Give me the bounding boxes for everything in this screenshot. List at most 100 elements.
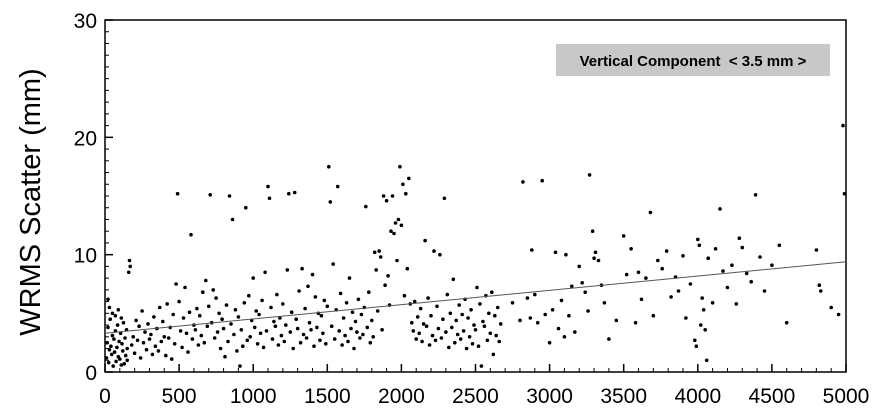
data-point [559,298,564,303]
data-point [564,252,568,257]
data-point [322,298,327,303]
data-point [281,302,285,306]
data-point [356,297,361,302]
data-point [178,329,183,333]
data-point [725,285,730,290]
data-point [202,340,207,345]
data-point [174,282,178,286]
data-point [116,308,121,312]
data-point [258,331,263,336]
data-point [372,250,377,255]
data-point [106,360,111,365]
data-point [740,245,745,250]
data-point [122,362,127,366]
data-point [316,311,321,316]
data-point [420,339,424,344]
data-point [479,364,484,368]
data-point [535,320,540,325]
data-point [251,276,255,280]
data-point [467,335,472,339]
data-point [112,337,116,341]
data-point [295,326,300,331]
data-point [257,312,261,317]
data-point [135,338,140,343]
data-point [266,184,270,189]
data-point [602,301,607,305]
data-point [407,176,411,181]
data-point [398,164,402,169]
data-point [734,302,739,306]
y-axis-title: WRMS Scatter (mm) [15,68,47,335]
data-point [153,344,158,349]
y-tick-label: 0 [85,362,97,385]
x-tick-label: 2000 [378,385,425,408]
data-point [118,357,122,361]
data-point [482,324,487,329]
data-point [427,343,432,347]
data-point [115,345,119,350]
data-point [343,333,347,338]
data-point [123,336,127,340]
data-point [254,309,258,313]
data-point [312,344,316,349]
data-point [292,190,297,195]
data-point [415,315,420,319]
data-point [137,324,141,329]
data-point [230,217,235,222]
data-point [165,302,169,306]
data-point [338,291,343,296]
data-point [291,346,296,351]
data-point [421,322,426,326]
data-point [245,338,250,343]
data-point [104,356,109,360]
data-point [829,305,833,310]
data-point [384,198,389,203]
data-point [105,340,109,345]
data-point [389,229,393,233]
data-point [149,332,153,337]
data-point [365,325,370,330]
data-point [115,323,120,327]
data-point [318,338,322,343]
legend-box: Vertical Component < 3.5 mm > [556,44,830,76]
data-point [470,342,475,346]
data-point [614,318,619,323]
data-point [596,258,601,263]
data-point [442,196,447,201]
x-tick-label: 1000 [230,385,277,408]
x-tick-label: 4500 [749,385,796,408]
data-point [193,328,198,332]
y-tick-label: 20 [74,127,97,150]
data-point [681,254,685,258]
data-point [123,353,128,358]
data-point [359,312,364,317]
data-point [381,194,386,198]
data-point [147,337,152,341]
data-point [487,311,491,316]
data-point [355,330,359,334]
data-point [525,296,530,300]
data-point [278,316,282,320]
minor-ticks [105,31,832,372]
data-point [144,347,149,352]
data-point [181,316,186,320]
data-point [380,328,384,332]
data-point [770,263,774,268]
data-point [451,277,456,282]
data-point [819,289,823,293]
data-point [132,351,137,356]
data-point [410,320,414,325]
data-point [208,193,212,197]
data-point [341,316,346,320]
data-point [676,289,681,293]
data-point [648,210,653,215]
data-point [392,231,396,236]
data-point [528,316,533,320]
data-point [134,318,138,323]
data-point [361,332,365,337]
data-point [126,270,131,275]
data-point [464,346,469,351]
x-tick-label: 3500 [600,385,647,408]
data-point [269,305,273,310]
data-point [386,274,390,278]
